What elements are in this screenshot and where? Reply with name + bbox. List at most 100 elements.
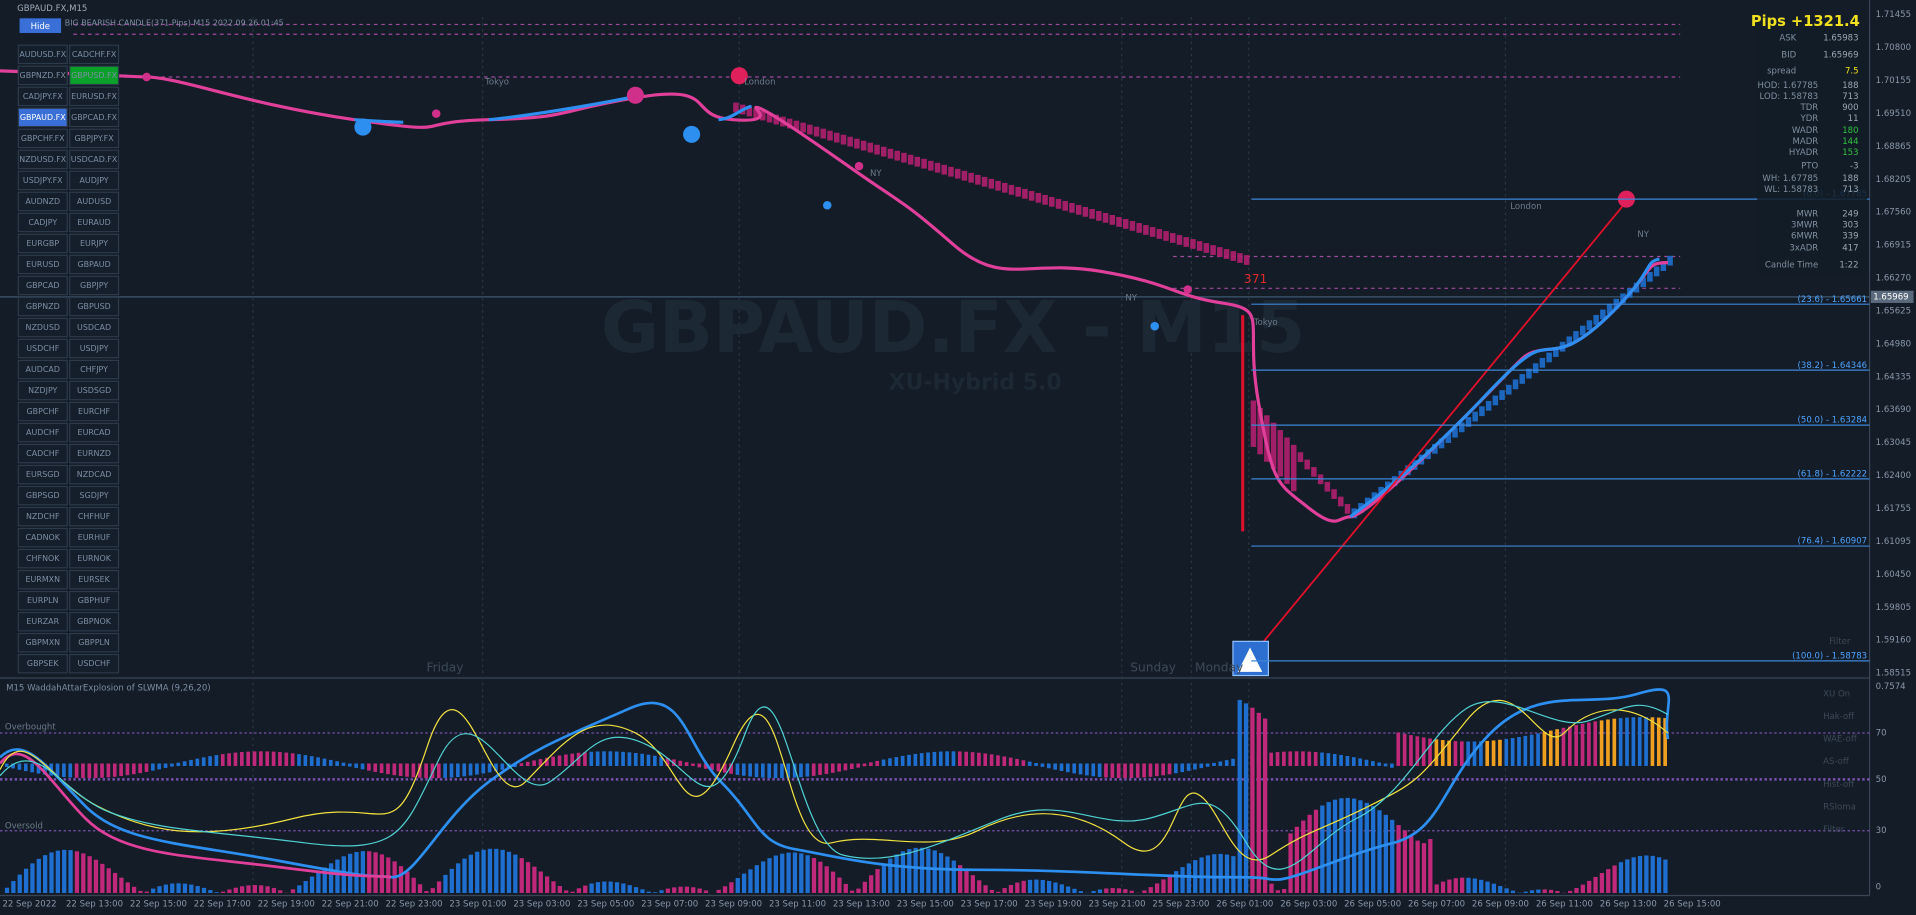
symbol-label[interactable]: EURHUF [78,533,111,542]
symbol-button[interactable] [17,464,68,485]
symbol-label[interactable]: USDJPY [80,344,109,353]
hide-button[interactable] [19,18,62,33]
symbol-button[interactable] [69,296,120,317]
symbol-label[interactable]: EURJPY [80,239,108,248]
symbol-label[interactable]: GBPUSD [77,302,110,311]
symbol-label[interactable]: NZDCHF [26,512,60,521]
symbol-label[interactable]: CADCHF.FX [72,50,117,59]
symbol-button[interactable] [69,611,120,632]
symbol-button[interactable] [17,401,68,422]
symbol-label[interactable]: GBPSEK [27,659,59,668]
symbol-button[interactable] [17,86,68,107]
symbol-button[interactable] [69,548,120,569]
symbol-button[interactable] [17,191,68,212]
symbol-label[interactable]: USDCHF [78,659,111,668]
symbol-button[interactable] [17,506,68,527]
symbol-button[interactable] [17,359,68,380]
symbol-button[interactable] [17,128,68,149]
symbol-button[interactable] [17,590,68,611]
symbol-label[interactable]: AUDJPY [80,176,109,185]
symbol-button[interactable] [17,275,68,296]
symbol-button[interactable] [17,338,68,359]
indicator-toggle[interactable]: Hak-off [1823,712,1855,722]
symbol-label[interactable]: EURNZD [77,449,111,458]
symbol-button[interactable] [17,380,68,401]
symbol-button[interactable] [69,380,120,401]
symbol-label[interactable]: NZDCAD [77,470,112,479]
symbol-label[interactable]: AUDCHF [26,428,60,437]
symbol-label[interactable]: GBPCAD.FX [71,113,118,122]
indicator-toggle[interactable]: WAE-off [1823,735,1858,745]
symbol-label[interactable]: GBPPLN [78,638,110,647]
symbol-button[interactable] [17,485,68,506]
symbol-button[interactable] [17,44,68,65]
symbol-label[interactable]: AUDNZD [25,197,60,206]
symbol-button[interactable] [69,44,120,65]
symbol-button[interactable] [17,317,68,338]
symbol-label[interactable]: NZDJPY [28,386,57,395]
symbol-label[interactable]: GBPAUD [77,260,110,269]
symbol-label[interactable]: GBPNZD [26,302,60,311]
symbol-label[interactable]: EURSGD [26,470,60,479]
symbol-button[interactable] [69,149,120,170]
symbol-label[interactable]: AUDUSD [77,197,111,206]
symbol-label[interactable]: EURPLN [27,596,59,605]
symbol-label[interactable]: GBPNOK [77,617,112,626]
symbol-button[interactable] [17,65,68,86]
symbol-label[interactable]: EURSEK [78,575,110,584]
symbol-label[interactable]: EURCAD [78,428,111,437]
symbol-label[interactable]: EURZAR [26,617,59,626]
symbol-label[interactable]: CADJPY.FX [23,92,63,101]
symbol-label[interactable]: CADJPY [28,218,57,227]
symbol-label[interactable]: SGDJPY [80,491,109,500]
symbol-button[interactable] [69,443,120,464]
symbol-label[interactable]: AUDCAD [26,365,60,374]
indicator-toggle[interactable]: XU On [1823,689,1850,699]
symbol-button[interactable] [17,212,68,233]
symbol-label[interactable]: EURUSD.FX [71,92,117,101]
symbol-label[interactable]: EURGBP [26,239,59,248]
symbol-label[interactable]: EURAUD [77,218,110,227]
indicator-toggle[interactable]: Hist-off [1823,780,1855,790]
symbol-button[interactable] [17,527,68,548]
indicator-toggle[interactable]: RSIoma [1823,802,1856,812]
symbol-button[interactable] [69,506,120,527]
symbol-label[interactable]: USDCAD [77,323,111,332]
symbol-button[interactable] [69,422,120,443]
symbol-label[interactable]: CADCHF [26,449,60,458]
symbol-button[interactable] [69,653,120,674]
symbol-label[interactable]: NZDUSD [26,323,60,332]
symbol-button[interactable] [17,548,68,569]
symbol-button[interactable] [69,338,120,359]
symbol-button[interactable] [69,527,120,548]
symbol-label[interactable]: CHFJPY [80,365,108,374]
symbol-button[interactable] [69,485,120,506]
symbol-button[interactable] [17,233,68,254]
symbol-button[interactable] [17,296,68,317]
symbol-button[interactable] [17,149,68,170]
symbol-button[interactable] [69,632,120,653]
symbol-button[interactable] [17,632,68,653]
symbol-label[interactable]: EURUSD [26,260,59,269]
symbol-label[interactable]: EURMXN [25,575,60,584]
symbol-label[interactable]: USDSGD [77,386,111,395]
symbol-button[interactable] [69,233,120,254]
symbol-label[interactable]: CADNOK [26,533,61,542]
symbol-label[interactable]: GBPCHF.FX [21,134,65,143]
symbol-button[interactable] [69,212,120,233]
symbol-button[interactable] [69,107,120,128]
symbol-button[interactable] [17,422,68,443]
symbol-label[interactable]: GBPJPY.FX [75,134,115,143]
symbol-label[interactable]: GBPCAD [26,281,59,290]
symbol-button[interactable] [17,611,68,632]
symbol-button[interactable] [17,170,68,191]
indicator-toggle[interactable]: Filter [1823,825,1845,835]
symbol-button[interactable] [69,464,120,485]
symbol-label[interactable]: USDCHF [26,344,59,353]
symbol-label[interactable]: CHFNOK [26,554,60,563]
symbol-button[interactable] [69,275,120,296]
symbol-label[interactable]: GBPHUF [78,596,111,605]
symbol-button[interactable] [17,443,68,464]
symbol-label[interactable]: USDCAD.FX [71,155,118,164]
symbol-label[interactable]: CHFHUF [78,512,111,521]
